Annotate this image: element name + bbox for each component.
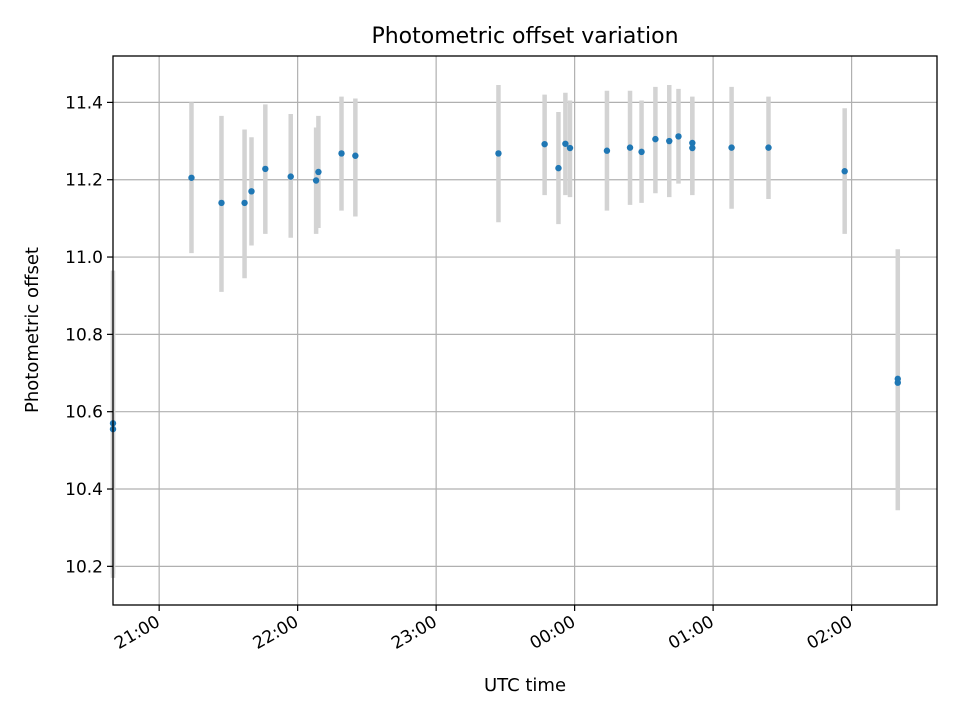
data-point [562, 140, 569, 147]
data-point [262, 165, 269, 173]
y-tick-label: 10.2 [65, 557, 103, 577]
data-point [666, 137, 673, 145]
data-point [352, 152, 359, 159]
data-point [626, 144, 634, 151]
data-point [218, 199, 225, 207]
data-point [689, 144, 696, 152]
data-point [894, 375, 901, 383]
data-point [566, 144, 574, 152]
data-point [338, 150, 345, 157]
data-point [315, 168, 322, 176]
x-axis-label: UTC time [484, 675, 566, 696]
data-point [248, 188, 255, 195]
y-tick-label: 11.2 [65, 171, 103, 191]
data-point [188, 174, 195, 181]
data-point [603, 147, 611, 154]
data-point [841, 168, 848, 175]
data-point [765, 144, 772, 151]
data-point [675, 133, 682, 140]
y-tick-label: 10.4 [65, 480, 103, 500]
data-point [652, 135, 659, 143]
data-point [241, 199, 248, 207]
data-point [495, 150, 502, 157]
data-point [287, 173, 294, 180]
y-tick-label: 10.8 [65, 325, 103, 345]
y-tick-label: 10.6 [65, 403, 103, 423]
chart-title: Photometric offset variation [371, 24, 678, 49]
plot-frame [112, 55, 938, 606]
data-point [638, 148, 645, 156]
data-point [555, 164, 562, 172]
y-tick-label: 11.0 [65, 248, 103, 268]
y-axis-label: Photometric offset [22, 247, 43, 413]
data-point [541, 140, 548, 148]
data-point [728, 144, 735, 151]
data-point [689, 139, 696, 147]
data-point [312, 177, 320, 184]
y-axis: 10.2 10.4 10.6 10.8 11.0 11.2 11.4 [65, 93, 113, 577]
y-tick-label: 11.4 [65, 93, 103, 113]
